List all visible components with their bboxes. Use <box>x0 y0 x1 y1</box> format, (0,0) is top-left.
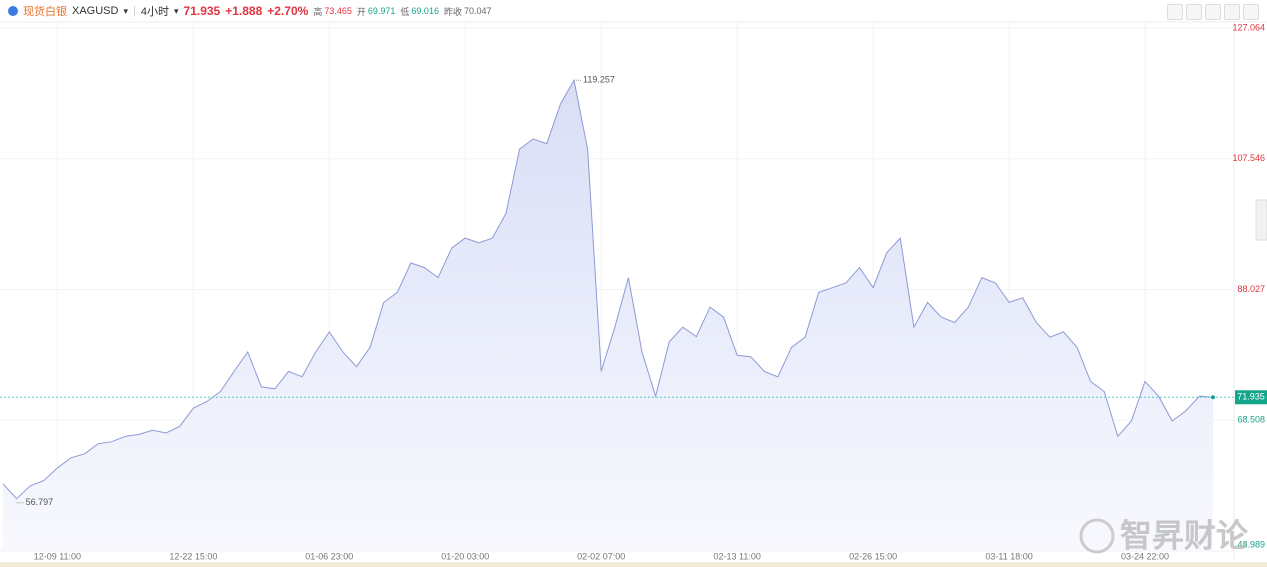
interval[interactable]: 4小时 <box>140 6 169 18</box>
high-marker: 119.257 <box>583 75 615 85</box>
y-tick-label: 48.989 <box>1237 539 1265 549</box>
tab-strip <box>0 562 1267 567</box>
change: +1.888 <box>225 4 263 18</box>
y-tick-label: 88.027 <box>1237 284 1265 294</box>
value: 69.016 <box>411 6 439 16</box>
y-tick-label: 127.064 <box>1232 22 1265 32</box>
tool[interactable] <box>1243 4 1259 20</box>
toolbar <box>1167 4 1259 20</box>
x-tick-label: 02-26 15:00 <box>849 551 897 561</box>
header: 现货白银 XAGUSD ▾ | 4小时 ▾ 71.935 +1.888 +2.70%… <box>0 0 1267 22</box>
y-tick-label: 68.508 <box>1237 415 1265 425</box>
tool[interactable] <box>1205 4 1221 20</box>
label: 高 <box>313 6 323 17</box>
change-pct: +2.70% <box>267 4 309 18</box>
value: 73.465 <box>324 6 352 16</box>
price: 71.935 <box>183 4 221 18</box>
label: 开 <box>356 6 366 17</box>
x-tick-label: 02-02 07:00 <box>577 551 625 561</box>
label: 昨收 <box>443 6 462 17</box>
tool[interactable] <box>1224 4 1240 20</box>
value: 70.047 <box>463 6 492 16</box>
x-tick-label: 12-22 15:00 <box>169 551 217 561</box>
low-marker: 56.797 <box>26 497 54 507</box>
name: 现货白银 <box>23 6 67 18</box>
line <box>2 78 1214 500</box>
tool[interactable] <box>1167 4 1183 20</box>
last-dot <box>1211 395 1215 400</box>
watermark-logo <box>1079 518 1115 554</box>
tool[interactable] <box>1186 4 1202 20</box>
symbol[interactable]: XAGUSD <box>72 5 119 17</box>
x-tick-label: 02-13 11:00 <box>713 551 760 561</box>
logo <box>8 6 18 16</box>
side-tab[interactable] <box>1255 199 1267 241</box>
watermark: 智昇财论 <box>1120 517 1249 553</box>
x-tick-label: 01-06 23:00 <box>305 551 353 561</box>
bottom-tabs <box>0 562 1267 567</box>
x-tick-label: 12-09 11:00 <box>34 551 81 561</box>
price-tag-label: 71.935 <box>1237 392 1265 402</box>
label: 低 <box>400 6 410 17</box>
price-tag <box>1235 390 1267 405</box>
y-tick-label: 107.546 <box>1232 153 1265 163</box>
value: 69.971 <box>367 6 396 16</box>
x-tick-label: 01-20 03:00 <box>441 551 489 561</box>
x-tick-label: 03-11 18:00 <box>985 551 1032 561</box>
x-tick-label: 03-24 22:00 <box>1121 551 1169 561</box>
area <box>3 80 1213 552</box>
